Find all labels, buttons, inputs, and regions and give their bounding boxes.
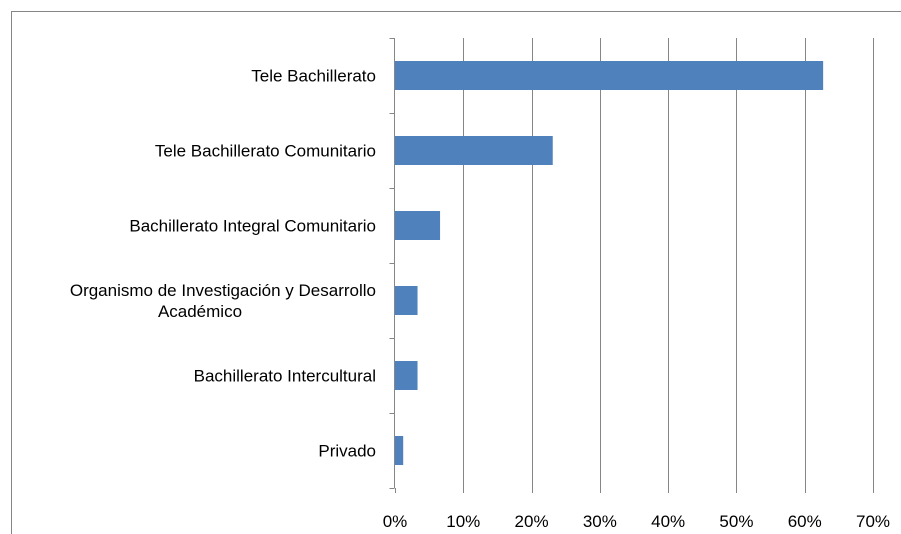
bar bbox=[395, 361, 418, 390]
x-tick-label: 50% bbox=[719, 512, 753, 531]
bar bbox=[395, 211, 441, 240]
bar bbox=[395, 61, 824, 90]
x-tick-label: 60% bbox=[788, 512, 822, 531]
x-tick-label: 10% bbox=[446, 512, 480, 531]
bar bbox=[395, 436, 404, 465]
category-label: Tele Bachillerato Comunitario bbox=[155, 142, 376, 161]
category-labels: Tele Bachillerato Tele Bachillerato Comun… bbox=[70, 67, 376, 461]
category-label: Bachillerato Integral Comunitario bbox=[129, 217, 376, 236]
chart-border bbox=[11, 11, 901, 534]
bar bbox=[395, 286, 418, 315]
x-tick-label: 40% bbox=[651, 512, 685, 531]
bars bbox=[395, 61, 824, 465]
x-tick-labels: 0% 10% 20% 30% 40% 50% 60% 70% bbox=[383, 512, 890, 531]
category-label: Bachillerato Intercultural bbox=[194, 367, 376, 386]
category-label: Privado bbox=[318, 442, 376, 461]
category-label: Tele Bachillerato bbox=[251, 67, 376, 86]
x-tick-label: 0% bbox=[383, 512, 408, 531]
x-tick-label: 70% bbox=[856, 512, 890, 531]
x-tick-label: 20% bbox=[515, 512, 549, 531]
gridlines bbox=[463, 38, 874, 488]
category-label: Organismo de Investigación y Desarrollo bbox=[70, 281, 376, 300]
category-label: Académico bbox=[158, 302, 242, 321]
axes bbox=[389, 38, 874, 493]
bar bbox=[395, 136, 553, 165]
x-tick-label: 30% bbox=[583, 512, 617, 531]
